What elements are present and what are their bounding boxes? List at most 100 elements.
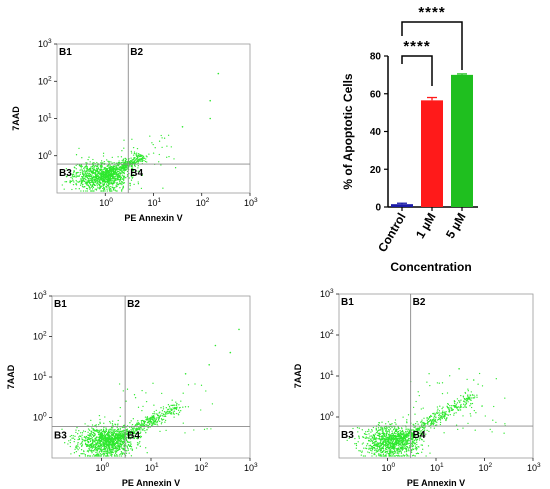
event-dot	[83, 173, 85, 175]
event-dot	[107, 432, 109, 434]
event-dot	[396, 442, 398, 444]
event-dot	[390, 439, 393, 441]
event-dot	[121, 171, 123, 173]
event-dot	[414, 426, 416, 428]
event-dot	[112, 448, 114, 450]
quadrant-label-b4: B4	[127, 430, 140, 441]
event-dot	[129, 436, 131, 439]
event-dot	[123, 436, 125, 438]
y-tick-label: 40	[370, 127, 382, 138]
x-axis-label: PE Annexin V	[122, 478, 180, 488]
event-dot	[81, 157, 83, 159]
event-dot	[102, 443, 104, 445]
event-dot	[130, 150, 132, 153]
event-dot	[112, 167, 114, 169]
event-dot	[113, 435, 115, 437]
event-dot	[401, 442, 404, 444]
event-dot	[370, 449, 372, 452]
event-dot	[436, 421, 438, 424]
event-dot	[84, 440, 87, 442]
event-dot	[117, 444, 119, 446]
event-dot	[160, 407, 162, 409]
category-label: Control	[375, 211, 408, 255]
event-dot	[187, 406, 190, 408]
event-dot	[138, 158, 140, 161]
event-dot	[166, 410, 168, 412]
event-dot	[104, 455, 107, 457]
event-dot	[387, 430, 389, 433]
event-dot	[139, 436, 141, 439]
event-dot	[126, 450, 128, 452]
event-dot	[107, 184, 110, 187]
event-dot	[87, 444, 89, 447]
event-dot	[436, 411, 438, 414]
event-dot	[396, 455, 399, 457]
event-dot	[104, 180, 106, 183]
x-tick-label: 102	[479, 462, 493, 473]
event-dot	[85, 165, 87, 167]
y-tick-exponent: 3	[48, 38, 52, 45]
event-dot	[418, 437, 421, 439]
event-dot	[141, 156, 144, 159]
event-dot	[68, 440, 70, 442]
event-dot	[85, 435, 88, 438]
event-dot	[85, 437, 87, 439]
event-dot	[102, 187, 105, 189]
event-dot	[376, 445, 378, 447]
event-dot	[98, 431, 100, 434]
event-dot	[110, 170, 113, 173]
event-dot	[119, 428, 122, 430]
event-dot	[75, 179, 77, 182]
event-dot	[355, 444, 358, 447]
event-dot	[122, 390, 124, 392]
event-dot	[379, 433, 381, 436]
event-dot	[82, 179, 85, 181]
event-dot	[116, 445, 118, 447]
event-dot	[143, 157, 145, 159]
event-dot	[436, 419, 439, 421]
event-dots	[346, 368, 506, 457]
event-dot	[119, 175, 121, 178]
event-dot	[436, 424, 438, 426]
event-dot	[417, 452, 420, 455]
event-dot	[468, 397, 470, 399]
event-dot	[91, 175, 93, 177]
event-dot	[126, 165, 128, 167]
x-axis-label: Concentration	[390, 260, 471, 274]
event-dot	[408, 428, 410, 430]
event-dot	[401, 437, 404, 439]
event-dot	[379, 450, 381, 452]
event-dot	[403, 440, 406, 442]
event-dot	[396, 436, 398, 438]
event-dot	[467, 394, 469, 396]
event-dot	[438, 412, 440, 414]
event-dot	[160, 134, 162, 137]
event-dot	[440, 415, 443, 418]
quadrant-label-b1: B1	[54, 299, 67, 310]
event-dot	[113, 432, 115, 435]
event-dot	[124, 157, 127, 160]
event-dot	[481, 385, 484, 387]
event-dot	[75, 174, 77, 176]
event-dot	[414, 413, 416, 415]
event-dot	[92, 190, 95, 192]
event-dot	[388, 441, 390, 444]
event-dot	[94, 165, 96, 167]
event-dot	[390, 443, 392, 445]
event-dot	[394, 432, 396, 435]
event-dot	[182, 406, 184, 408]
event-dot	[412, 454, 415, 456]
event-dot	[117, 423, 119, 425]
event-dot	[148, 423, 150, 425]
event-dot	[444, 415, 446, 418]
event-dot	[107, 160, 109, 162]
event-dot	[122, 165, 124, 167]
event-dot	[115, 166, 118, 169]
event-dot	[113, 178, 115, 180]
event-dot	[86, 168, 88, 170]
y-tick-label: 100	[38, 150, 52, 161]
event-dot	[133, 431, 136, 434]
event-dot	[97, 187, 99, 189]
event-dot	[399, 450, 401, 452]
event-dot	[143, 423, 146, 425]
